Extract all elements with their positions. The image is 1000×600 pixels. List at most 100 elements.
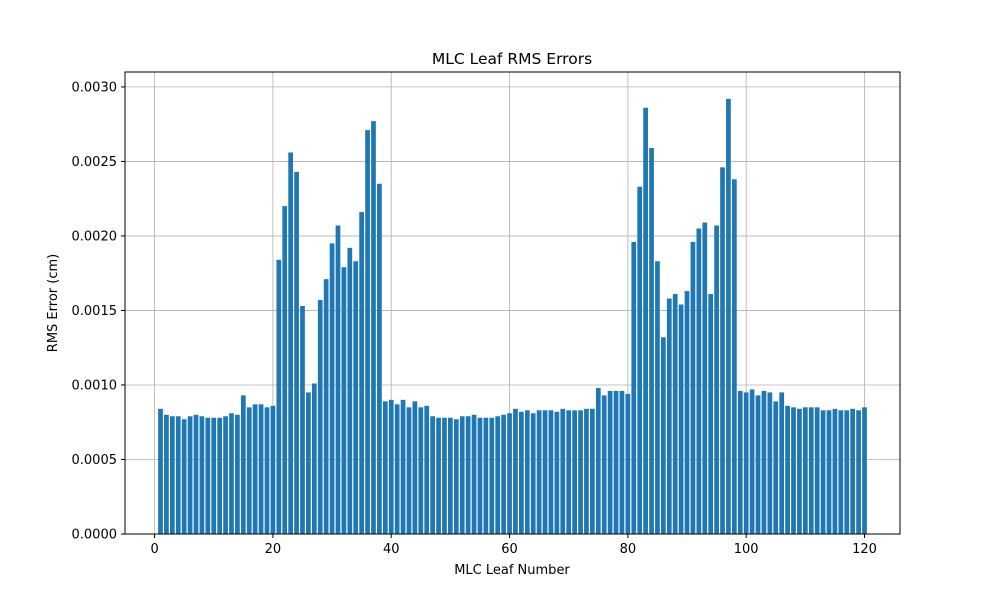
bar: [761, 390, 767, 534]
bar: [158, 408, 163, 534]
bar: [832, 408, 838, 534]
chart-title: MLC Leaf RMS Errors: [432, 50, 592, 68]
bar: [584, 408, 589, 534]
bar: [459, 416, 465, 534]
bar: [554, 411, 560, 534]
bar: [436, 417, 441, 534]
bar: [430, 416, 435, 534]
bars: [158, 98, 867, 535]
bar: [495, 416, 501, 534]
bar: [773, 401, 779, 534]
bar: [235, 414, 240, 534]
y-tick-label: 0.0000: [72, 528, 118, 543]
bar: [317, 300, 323, 534]
bar: [169, 416, 175, 534]
bar: [240, 395, 246, 534]
bar: [211, 417, 217, 534]
bar: [341, 267, 347, 534]
bar: [483, 417, 489, 534]
bar: [743, 392, 749, 534]
bar: [844, 410, 850, 534]
x-axis-ticks: 0 20 40 60 80 100 120: [150, 534, 877, 557]
bar: [329, 243, 335, 535]
bar: [353, 261, 359, 534]
bar: [229, 413, 234, 534]
bar: [282, 206, 288, 534]
bar: [595, 387, 601, 534]
grid-lines: [125, 72, 900, 535]
bar: [625, 393, 631, 534]
bar: [560, 408, 566, 534]
bar: [513, 408, 518, 534]
bar: [820, 410, 826, 534]
bar: [306, 392, 311, 534]
bar: [684, 291, 690, 534]
bar: [548, 410, 554, 534]
bar: [714, 225, 719, 534]
bar: [536, 410, 542, 534]
bar: [631, 241, 637, 534]
bar: [708, 294, 714, 534]
bar: [394, 404, 400, 534]
bar: [678, 304, 684, 534]
bar: [797, 408, 802, 534]
bar: [660, 337, 666, 534]
bar: [181, 419, 187, 534]
bar: [524, 410, 530, 534]
bar: [808, 407, 814, 534]
bar: [826, 410, 832, 534]
bar: [418, 407, 424, 534]
bar: [311, 383, 317, 534]
x-tick-label: 40: [383, 542, 400, 557]
bar: [726, 98, 731, 534]
x-tick-label: 60: [501, 542, 518, 557]
bar: [530, 413, 536, 534]
y-tick-label: 0.0010: [72, 378, 118, 393]
bar: [607, 390, 613, 534]
x-tick-label: 120: [852, 542, 877, 557]
bar: [507, 413, 512, 534]
bar: [294, 171, 299, 534]
bar: [465, 416, 471, 534]
bar: [471, 414, 477, 534]
bar: [489, 417, 495, 534]
y-tick-label: 0.0020: [72, 229, 118, 244]
bar: [252, 404, 258, 534]
bar: [347, 247, 353, 534]
bar: [655, 261, 660, 534]
bar: [572, 410, 577, 534]
bar: [193, 414, 199, 534]
bar: [365, 130, 370, 535]
bar: [702, 222, 708, 534]
bar: [270, 405, 276, 534]
plot-frame: [124, 71, 901, 535]
bar: [601, 395, 607, 534]
bar: [785, 405, 790, 534]
bar: [288, 152, 294, 534]
y-tick-label: 0.0015: [72, 304, 118, 319]
bar: [755, 395, 761, 534]
x-tick-label: 80: [620, 542, 637, 557]
y-axis-ticks: 0.0000 0.0005 0.0010 0.0015 0.0020 0.0025 0.00…: [72, 80, 125, 543]
bar: [637, 186, 643, 535]
bar: [187, 416, 193, 534]
bar: [223, 416, 228, 534]
bar: [690, 241, 696, 534]
x-axis-label: MLC Leaf Number: [454, 563, 570, 578]
x-tick-label: 100: [734, 542, 759, 557]
bar: [542, 410, 548, 534]
bar: [442, 417, 447, 534]
bar: [672, 294, 678, 534]
bar: [246, 407, 252, 534]
bar: [802, 407, 808, 534]
bar: [850, 408, 856, 534]
x-tick-label: 0: [150, 542, 158, 557]
bar: [720, 167, 725, 534]
bar: [791, 407, 796, 534]
bar: [779, 392, 785, 534]
bar: [566, 410, 572, 534]
bar: [862, 407, 867, 534]
bar: [300, 305, 305, 534]
bar: [424, 405, 430, 534]
